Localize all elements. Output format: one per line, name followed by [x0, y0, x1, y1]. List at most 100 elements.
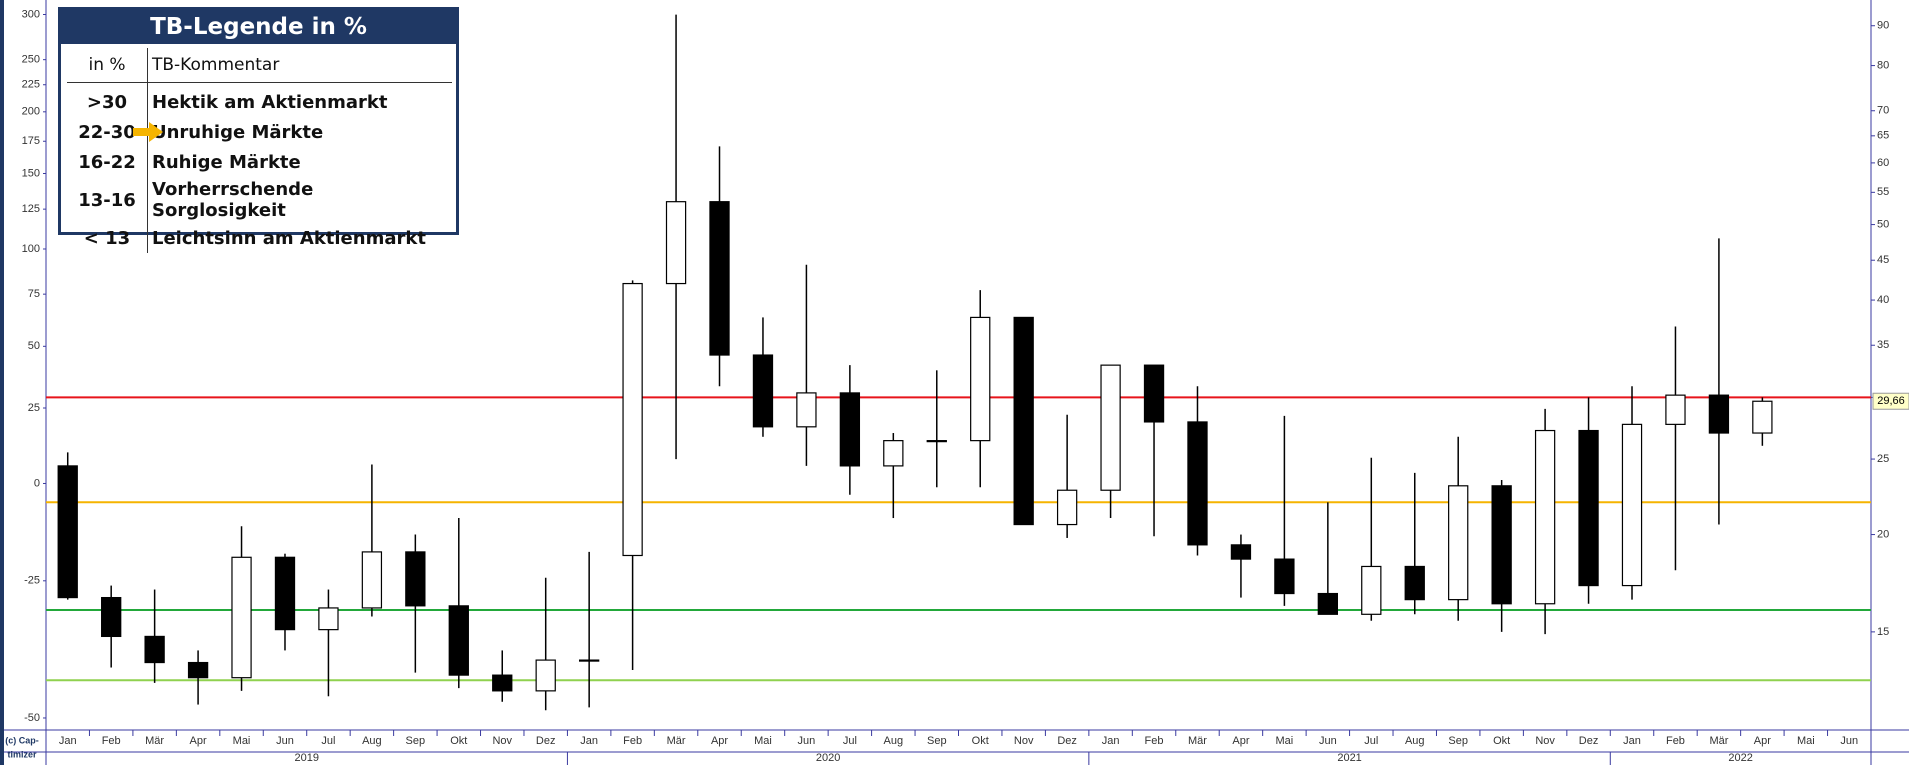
y2-tick-label: 25 — [1877, 453, 1889, 465]
x-tick-label: Dez — [1579, 735, 1599, 747]
x-tick-label: Jun — [276, 735, 294, 747]
y-tick-label: 25 — [28, 402, 40, 414]
x-tick-label: Okt — [450, 735, 467, 747]
candle-body — [535, 659, 556, 692]
candle-body — [1056, 489, 1078, 526]
y2-tick-label: 20 — [1877, 528, 1889, 540]
y-tick-label: 150 — [22, 167, 40, 179]
candle-body — [1404, 565, 1425, 601]
candle-body — [1665, 394, 1686, 425]
x-tick-label: Mai — [1276, 735, 1294, 747]
candle-body — [839, 392, 861, 467]
candle-body — [578, 659, 600, 662]
candle-body — [1143, 364, 1165, 423]
candle-body — [1361, 565, 1382, 615]
x-tick-label: Jun — [1319, 735, 1337, 747]
x-tick-label: Jun — [1840, 735, 1858, 747]
x-tick-label: Okt — [1493, 735, 1510, 747]
x-tick-label: Jul — [843, 735, 857, 747]
year-label: 2021 — [1337, 752, 1361, 764]
candle-body — [1534, 429, 1556, 605]
x-tick-label: Sep — [1448, 735, 1468, 747]
y-tick-label: -50 — [24, 712, 40, 724]
x-tick-label: Apr — [190, 735, 207, 747]
y2-tick-label: 40 — [1877, 294, 1889, 306]
candle-body — [709, 201, 730, 356]
x-tick-label: Aug — [362, 735, 382, 747]
x-tick-label: Jan — [580, 735, 598, 747]
candle-body — [57, 465, 78, 599]
current-tag — [1872, 392, 1909, 410]
candle-body — [1752, 400, 1773, 434]
year-label: 2022 — [1728, 752, 1752, 764]
left-gutter — [0, 0, 4, 765]
x-tick-label: Mai — [233, 735, 251, 747]
y-tick-label: 175 — [22, 135, 40, 147]
legend-range: 16-22 — [67, 147, 148, 177]
x-tick-label: Nov — [1014, 735, 1034, 747]
x-tick-label: Mär — [1188, 735, 1207, 747]
y-tick-label: 200 — [22, 106, 40, 118]
x-tick-label: Feb — [1666, 735, 1685, 747]
x-tick-label: Sep — [927, 735, 947, 747]
candle-body — [1274, 558, 1295, 595]
candle-body — [318, 607, 339, 631]
candle-body — [665, 201, 687, 285]
x-tick-label: Mär — [145, 735, 164, 747]
y2-tick-label: 45 — [1877, 254, 1889, 266]
x-tick-label: Jun — [798, 735, 816, 747]
y2-tick-label: 80 — [1877, 59, 1889, 71]
year-label: 2019 — [294, 752, 318, 764]
legend-header: TB-Kommentar — [147, 48, 452, 83]
copyright: timizer — [7, 749, 37, 759]
legend-table: in % TB-Kommentar >30 Hektik am Aktienmark… — [67, 48, 452, 253]
legend-range: < 13 — [67, 223, 148, 253]
candle-body — [796, 392, 817, 428]
x-tick-label: Jan — [1623, 735, 1641, 747]
candle-body — [274, 556, 296, 631]
y-tick-label: 225 — [22, 79, 40, 91]
x-tick-label: Feb — [623, 735, 642, 747]
candle-body — [970, 316, 991, 442]
candle-body — [622, 282, 643, 557]
y-tick-label: 125 — [22, 203, 40, 215]
y-tick-label: 0 — [34, 477, 40, 489]
candle-body — [1621, 423, 1643, 587]
candle-body — [144, 635, 165, 664]
candle-body — [448, 605, 469, 676]
x-tick-label: Apr — [1754, 735, 1771, 747]
legend-box: TB-Legende in % in % TB-Kommentar >30 Hekt… — [58, 7, 459, 253]
x-tick-label: Jan — [59, 735, 77, 747]
candle-body — [405, 551, 426, 607]
legend-text: Vorherrschende Sorglosigkeit — [152, 179, 314, 221]
y-tick-label: 75 — [28, 288, 40, 300]
candle-body — [1100, 364, 1121, 491]
candle-body — [1578, 429, 1599, 587]
year-label: 2020 — [816, 752, 840, 764]
x-tick-label: Nov — [1535, 735, 1555, 747]
y2-tick-label: 65 — [1877, 130, 1889, 142]
candle-body — [1448, 485, 1469, 601]
x-tick-label: Mai — [1797, 735, 1815, 747]
x-tick-label: Mär — [667, 735, 686, 747]
candle-body — [752, 354, 774, 428]
y-tick-label: 300 — [22, 8, 40, 20]
legend-text: Hektik am Aktienmarkt — [152, 91, 388, 113]
x-tick-label: Dez — [1057, 735, 1077, 747]
x-tick-label: Aug — [884, 735, 904, 747]
x-tick-label: Feb — [102, 735, 121, 747]
x-tick-label: Mär — [1709, 735, 1728, 747]
legend-text: Ruhige Märkte — [152, 151, 301, 173]
y-tick-label: -25 — [24, 575, 40, 587]
candle-body — [1013, 316, 1034, 526]
copyright: (c) Cap- — [5, 735, 39, 745]
x-tick-label: Mai — [754, 735, 772, 747]
candle-body — [231, 556, 252, 679]
y-tick-label: 50 — [28, 340, 40, 352]
x-tick-label: Dez — [536, 735, 556, 747]
y-tick-label: 250 — [22, 54, 40, 66]
legend-title: TB-Legende in % — [61, 10, 456, 44]
candle-body — [101, 596, 122, 638]
